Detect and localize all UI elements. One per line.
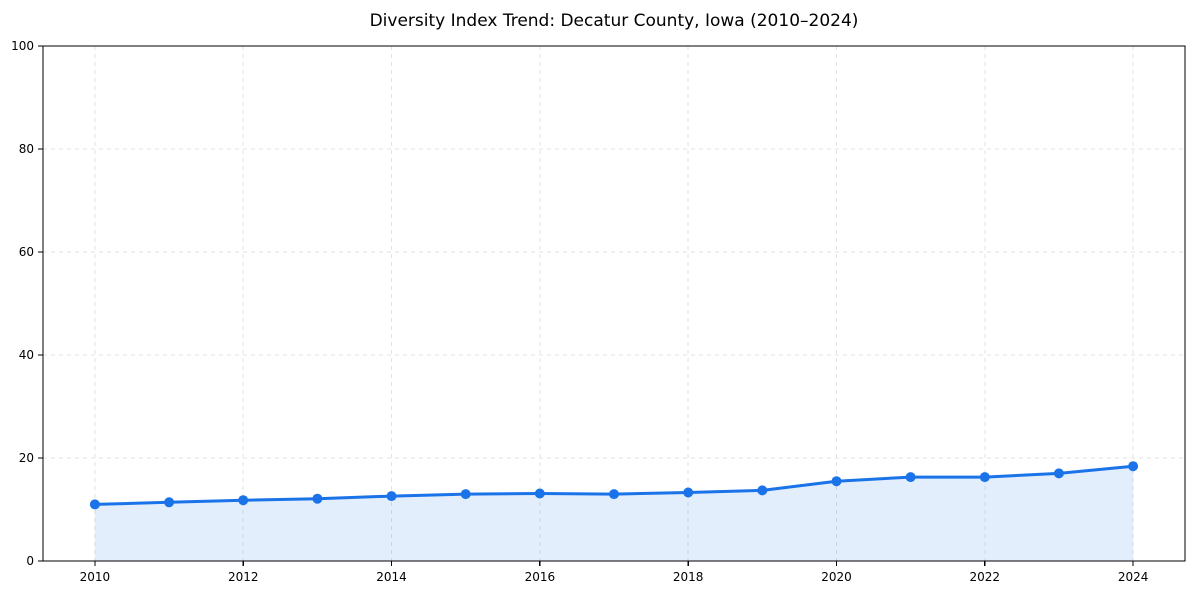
data-point [1128,461,1139,472]
data-point [238,495,249,506]
y-tick-label: 100 [11,39,34,53]
data-point [979,472,990,483]
series-area [94,466,1134,561]
y-tick-label: 60 [19,245,34,259]
x-tick-label: 2024 [1118,570,1149,584]
y-tick-label: 40 [19,348,34,362]
x-tick-label: 2018 [673,570,704,584]
data-point [831,476,842,487]
data-point [1053,468,1064,479]
data-point [683,487,694,498]
y-tick-label: 0 [26,554,34,568]
data-point [164,497,175,508]
x-tick-label: 2010 [80,570,111,584]
x-tick-label: 2014 [376,570,407,584]
x-tick-label: 2020 [821,570,852,584]
data-point [386,491,397,502]
x-tick-label: 2022 [970,570,1001,584]
data-point [534,488,545,499]
y-tick-label: 80 [19,142,34,156]
x-tick-label: 2012 [228,570,259,584]
data-point [905,472,916,483]
y-tick-label: 20 [19,451,34,465]
data-point [757,485,768,496]
plot-border [42,45,1186,562]
data-point [312,493,323,504]
x-tick-label: 2016 [525,570,556,584]
chart-title: Diversity Index Trend: Decatur County, I… [369,11,859,31]
data-point [609,489,619,500]
data-point [460,489,471,500]
data-point [89,499,100,510]
